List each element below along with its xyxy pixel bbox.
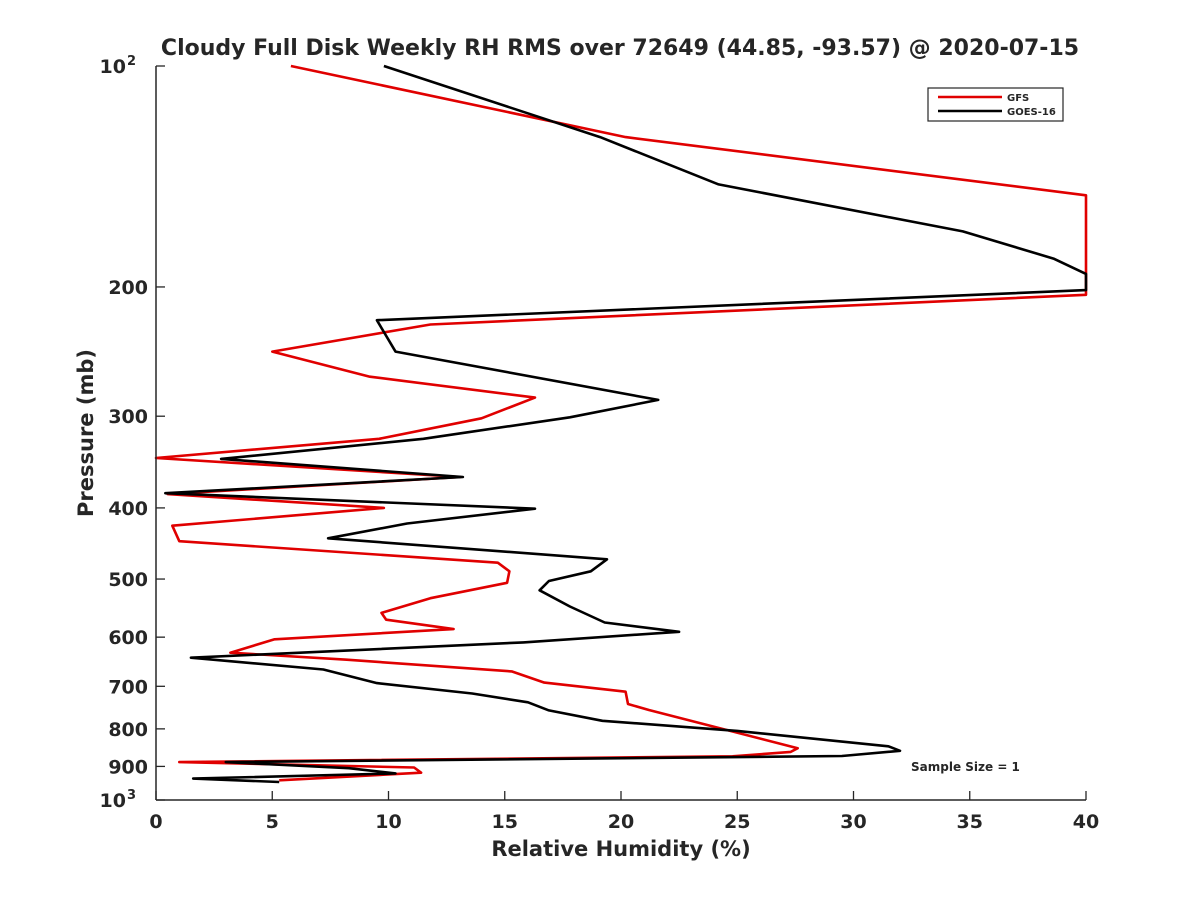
x-tick-label: 15 <box>492 811 518 833</box>
x-tick-label: 5 <box>266 811 279 833</box>
sample-size-annotation: Sample Size = 1 <box>911 760 1020 774</box>
legend-box <box>927 87 1064 122</box>
plot-area <box>156 66 1086 800</box>
y-tick-label: 200 <box>108 277 148 299</box>
y-tick-label: 900 <box>108 756 148 778</box>
y-tick-label: 10 <box>100 56 126 78</box>
legend: GFS GOES-16 <box>927 87 1064 122</box>
x-tick-label: 40 <box>1073 811 1099 833</box>
series-layer <box>154 64 1088 784</box>
y-tick-label: 600 <box>108 627 148 649</box>
y-tick-label: 300 <box>108 406 148 428</box>
series-line-goes-16 <box>164 64 1088 784</box>
x-tick-label: 25 <box>724 811 750 833</box>
x-axis-ticks: 0 5 10 15 20 25 30 35 40 <box>149 791 1099 833</box>
x-tick-label: 0 <box>149 811 162 833</box>
y-tick-label: 700 <box>108 676 148 698</box>
y-tick-label: 10 <box>100 790 126 812</box>
series-line-gfs <box>154 64 1088 782</box>
y-tick-label: 400 <box>108 498 148 520</box>
y-tick-exponent: 3 <box>127 788 136 803</box>
x-tick-label: 20 <box>608 811 634 833</box>
y-tick-label: 800 <box>108 719 148 741</box>
legend-label-goes16: GOES-16 <box>1007 107 1056 118</box>
x-tick-label: 30 <box>840 811 866 833</box>
x-tick-label: 35 <box>957 811 983 833</box>
chart-title: Cloudy Full Disk Weekly RH RMS over 7264… <box>161 36 1079 61</box>
legend-label-gfs: GFS <box>1007 93 1029 104</box>
y-tick-label: 500 <box>108 569 148 591</box>
x-axis-label: Relative Humidity (%) <box>491 837 750 861</box>
y-tick-exponent: 2 <box>127 54 136 69</box>
y-axis-label: Pressure (mb) <box>74 349 98 517</box>
x-tick-label: 10 <box>375 811 401 833</box>
